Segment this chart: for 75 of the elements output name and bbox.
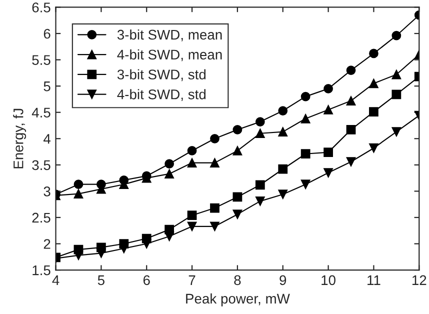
point [187, 222, 197, 232]
x-tick-label: 9 [280, 275, 286, 286]
point [164, 232, 174, 242]
x-tick-label: 8 [234, 275, 241, 286]
point [210, 134, 220, 144]
point [119, 244, 129, 254]
point [324, 105, 333, 114]
legend-label: 4-bit SWD, mean [117, 49, 222, 62]
y-tick-label: 3.5 [32, 160, 50, 170]
point [74, 189, 84, 199]
point [392, 127, 402, 136]
y-axis-title: Energy, fJ [13, 108, 26, 168]
point [142, 239, 152, 248]
y-tick-label: 5 [44, 82, 50, 92]
point [255, 117, 265, 126]
point [74, 180, 84, 190]
y-tick-label: 6.5 [32, 2, 50, 12]
y-tick-label: 4 [44, 134, 51, 144]
point [74, 250, 84, 260]
x-tick-label: 5 [98, 275, 104, 286]
x-tick-label: 6 [143, 275, 150, 286]
point [392, 70, 402, 80]
point [278, 190, 288, 200]
point [324, 168, 333, 178]
point [232, 192, 242, 202]
legend-label: 3-bit SWD, std [117, 69, 206, 82]
point [346, 157, 356, 166]
point [392, 90, 402, 100]
x-tick-label: 7 [188, 275, 196, 285]
x-tick-label: 4 [52, 275, 60, 285]
point [278, 127, 288, 136]
point [232, 125, 242, 134]
point [210, 203, 220, 213]
point [346, 66, 356, 75]
point [369, 78, 378, 88]
point [300, 180, 310, 190]
point [324, 84, 333, 94]
point [210, 222, 220, 232]
point [164, 169, 174, 179]
y-tick-label: 4.5 [32, 108, 50, 118]
y-tick-label: 1.5 [32, 266, 50, 276]
point [187, 146, 197, 156]
point [255, 128, 265, 138]
point [232, 146, 242, 156]
x-tick-label: 11 [368, 275, 380, 285]
y-tick-label: 2.5 [32, 212, 50, 223]
y-tick-label: 3 [44, 186, 50, 196]
y-tick-label: 6 [44, 28, 50, 39]
point [278, 164, 288, 174]
point [346, 125, 356, 134]
point [346, 96, 356, 106]
legend-label: 3-bit SWD, mean [117, 29, 222, 42]
y-tick-label: 2 [44, 239, 50, 249]
point [369, 143, 378, 153]
x-tick-label: 10 [322, 275, 336, 286]
point [300, 149, 310, 159]
point [96, 248, 106, 258]
y-tick-label: 5.5 [32, 55, 50, 65]
point [164, 159, 174, 169]
point [300, 92, 310, 102]
point [300, 114, 310, 124]
legend-label: 4-bit SWD, std [117, 89, 206, 101]
point [278, 106, 288, 116]
point [187, 158, 197, 168]
x-tick-label: 12 [412, 275, 426, 285]
point [210, 158, 220, 168]
point [369, 107, 378, 117]
point [324, 148, 333, 157]
point [187, 210, 197, 220]
point [392, 30, 402, 40]
point [255, 180, 265, 190]
point [255, 196, 265, 206]
point [369, 48, 378, 58]
point [232, 210, 242, 220]
x-axis-title: Peak power, mW [186, 293, 290, 306]
